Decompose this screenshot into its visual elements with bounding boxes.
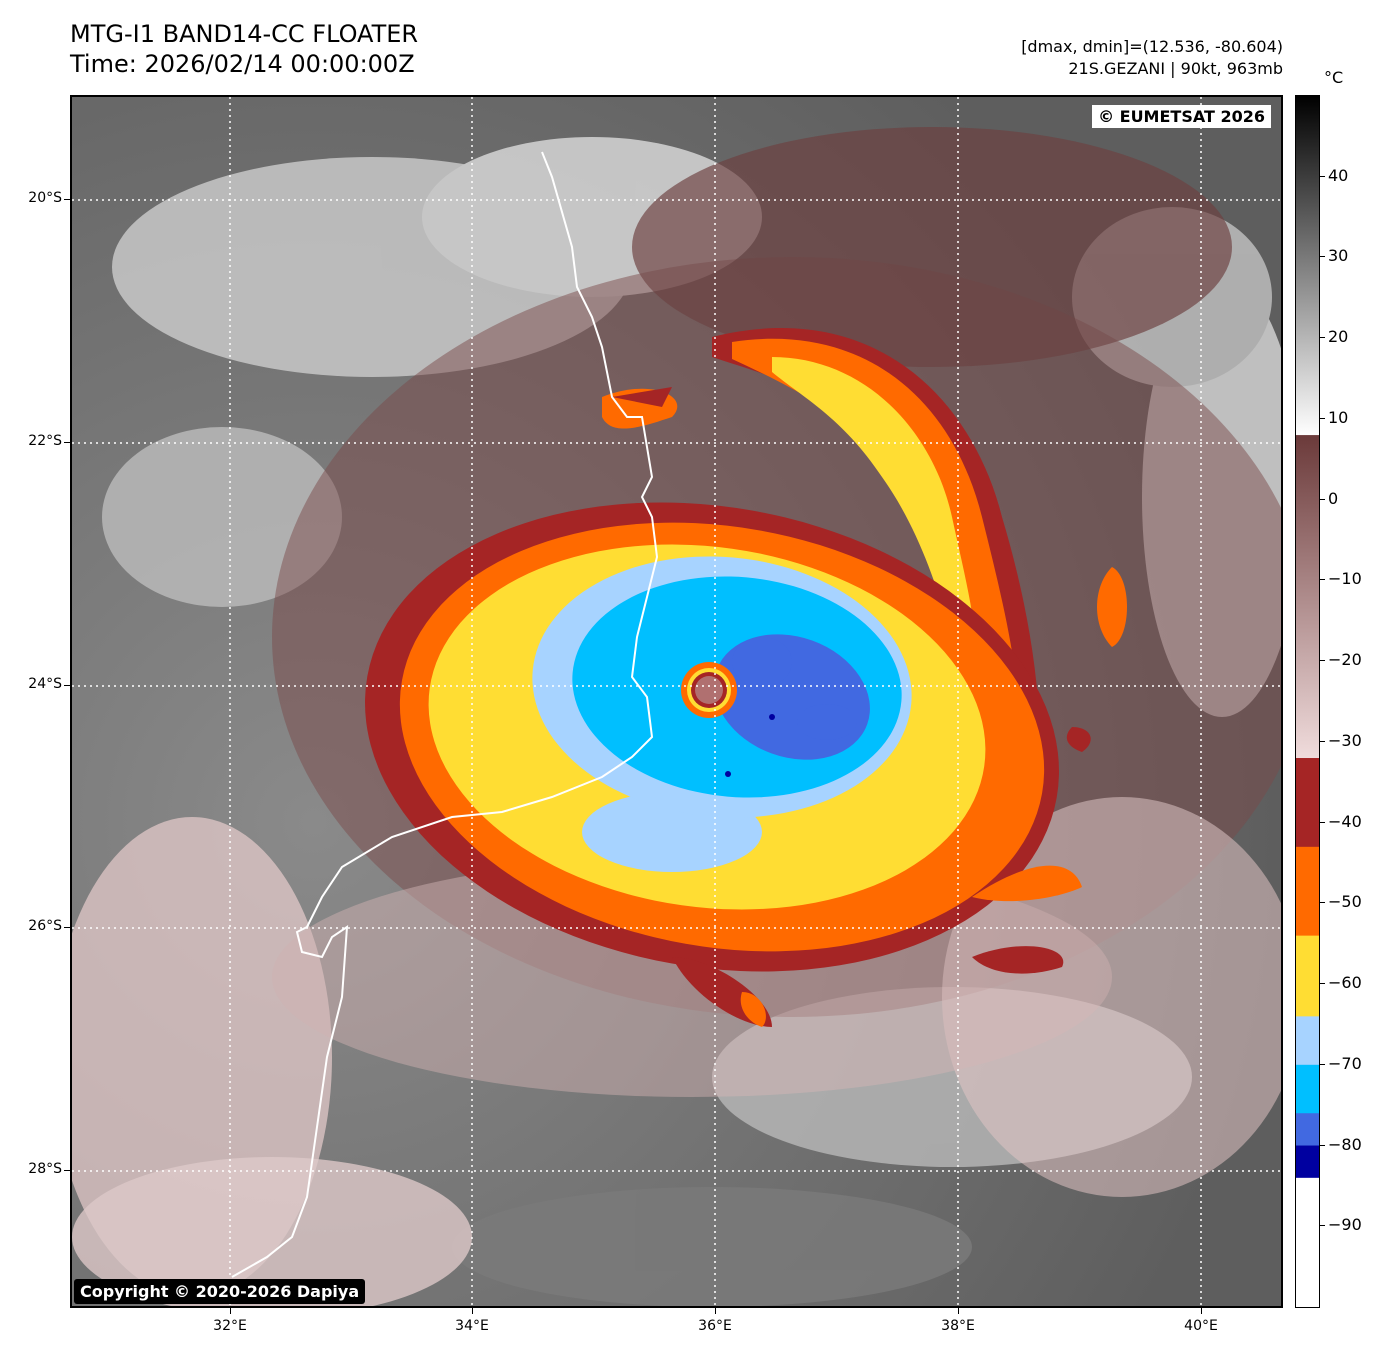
eumetsat-watermark: © EUMETSAT 2026 xyxy=(1092,105,1271,128)
colorbar-tick-label: −70 xyxy=(1328,1053,1362,1073)
lat-tick xyxy=(64,685,70,686)
colorbar-tick-label: −40 xyxy=(1328,811,1362,831)
colorbar-tick-label: −30 xyxy=(1328,730,1362,750)
lon-tick xyxy=(958,1308,959,1314)
dmax-dmin-readout: [dmax, dmin]=(12.536, -80.604) xyxy=(1021,37,1283,56)
colorbar-tick xyxy=(1320,983,1325,985)
colorbar-tick-label: 10 xyxy=(1328,407,1349,427)
colorbar-band-grey-scale xyxy=(1296,96,1319,436)
colorbar-tick-label: 40 xyxy=(1328,165,1349,185)
colorbar-band-dark-red xyxy=(1296,758,1319,848)
colorbar-tick xyxy=(1320,1225,1325,1227)
lat-tick xyxy=(64,199,70,200)
satellite-image: © EUMETSAT 2026 Copyright © 2020-2026 Da… xyxy=(70,95,1283,1308)
cyclone-spiral-fragments xyxy=(672,567,1127,1027)
cyclone-eye xyxy=(681,662,737,718)
colorbar-band-yellow xyxy=(1296,935,1319,1017)
lon-tick xyxy=(472,1308,473,1314)
coastline xyxy=(231,151,659,1278)
colorbar-tick-label: 30 xyxy=(1328,246,1349,266)
lon-label-38e: 38°E xyxy=(941,1318,975,1334)
lon-label-32e: 32°E xyxy=(213,1318,247,1334)
lon-tick xyxy=(230,1308,231,1314)
colorbar-tick xyxy=(1320,902,1325,904)
lat-label-20s: 20°S xyxy=(28,190,62,206)
colorbar-tick xyxy=(1320,660,1325,662)
colorbar-svg xyxy=(1296,96,1319,1307)
colorbar-band-light-blue xyxy=(1296,1016,1319,1066)
colorbar-band-navy xyxy=(1296,1145,1319,1179)
lat-label-26s: 26°S xyxy=(28,918,62,934)
timestamp: Time: 2026/02/14 00:00:00Z xyxy=(70,50,415,78)
colorbar-band-maroon-pink xyxy=(1296,435,1319,759)
colorbar-tick xyxy=(1320,256,1325,258)
colorbar-tick-label: −50 xyxy=(1328,892,1362,912)
colorbar-band-sky-blue xyxy=(1296,1064,1319,1114)
chart-title: MTG-I1 BAND14-CC FLOATER xyxy=(70,20,419,48)
colorbar-tick xyxy=(1320,579,1325,581)
cyclone-core xyxy=(365,502,1059,972)
lat-label-28s: 28°S xyxy=(28,1161,62,1177)
cyclone-outer-band xyxy=(602,328,1041,887)
lon-tick xyxy=(1201,1308,1202,1314)
lon-label-34e: 34°E xyxy=(455,1318,489,1334)
colorbar-tick-label: 0 xyxy=(1328,488,1339,508)
colorbar-tick-label: −10 xyxy=(1328,569,1362,589)
colorbar-tick xyxy=(1320,740,1325,742)
colorbar-tick-label: −80 xyxy=(1328,1134,1362,1154)
colorbar-band-white xyxy=(1296,1177,1319,1307)
colorbar-tick xyxy=(1320,1063,1325,1065)
dapiya-copyright: Copyright © 2020-2026 Dapiya xyxy=(74,1279,366,1304)
lat-label-24s: 24°S xyxy=(28,676,62,692)
lat-tick xyxy=(64,442,70,443)
colorbar-tick-label: −90 xyxy=(1328,1215,1362,1235)
colorbar-tick xyxy=(1320,175,1325,177)
lat-tick xyxy=(64,1170,70,1171)
colorbar-tick xyxy=(1320,337,1325,339)
colorbar-band-orange xyxy=(1296,846,1319,937)
storm-info: 21S.GEZANI | 90kt, 963mb xyxy=(1068,59,1283,78)
lat-label-22s: 22°S xyxy=(28,433,62,449)
colorbar-tick xyxy=(1320,1144,1325,1146)
colorbar-tick-label: −20 xyxy=(1328,650,1362,670)
colorbar-tick xyxy=(1320,417,1325,419)
lat-tick xyxy=(64,927,70,928)
colorbar xyxy=(1295,95,1320,1308)
colorbar-tick xyxy=(1320,498,1325,500)
colorbar-tick xyxy=(1320,821,1325,823)
lon-tick xyxy=(715,1308,716,1314)
colorbar-band-royal-blue xyxy=(1296,1113,1319,1147)
colorbar-tick-label: 20 xyxy=(1328,327,1349,347)
colorbar-unit: °C xyxy=(1324,68,1344,87)
lon-label-40e: 40°E xyxy=(1184,1318,1218,1334)
satellite-imagery-svg xyxy=(72,97,1281,1306)
lon-label-36e: 36°E xyxy=(698,1318,732,1334)
colorbar-tick-label: −60 xyxy=(1328,973,1362,993)
